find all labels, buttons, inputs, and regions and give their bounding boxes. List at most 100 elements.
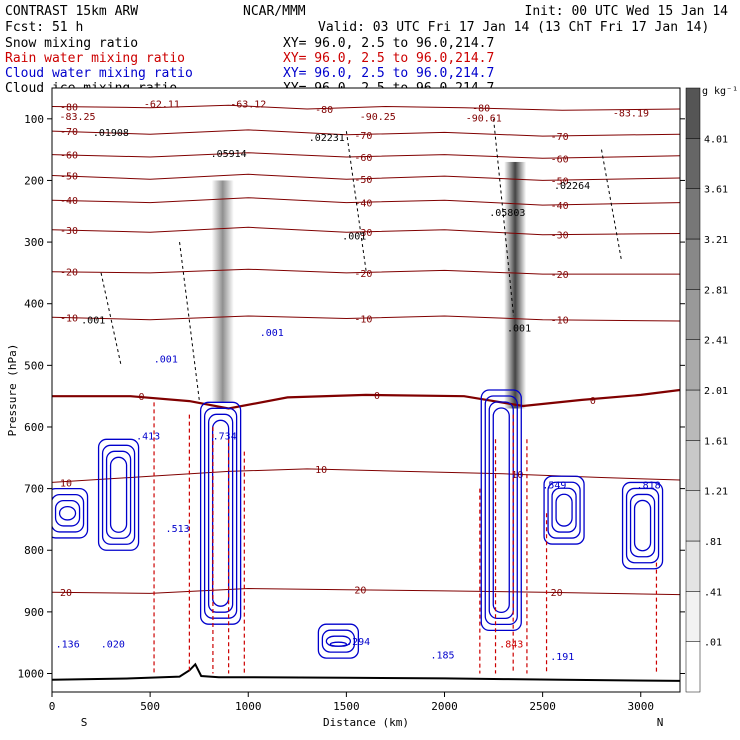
colorbar-level: 2.81 xyxy=(704,285,728,296)
colorbar-swatch xyxy=(685,188,701,240)
colorbar-level: 2.41 xyxy=(704,336,728,347)
y-tick-label: 200 xyxy=(24,174,44,187)
contour-value-label: -20 xyxy=(60,268,78,279)
y-tick-label: 800 xyxy=(24,544,44,557)
cloud-water-contour xyxy=(203,407,238,619)
cloud-water-contour xyxy=(551,487,577,533)
contour-value-label: 0 xyxy=(374,391,380,402)
valid-time: Valid: 03 UTC Fri 17 Jan 14 (13 ChT Fri … xyxy=(318,20,709,35)
colorbar-level: 1.21 xyxy=(704,487,728,498)
temperature-contour xyxy=(52,152,680,159)
contour-value-label: -70 xyxy=(354,131,372,142)
cloud-water-contour xyxy=(321,629,356,653)
contour-annotation: .136 xyxy=(56,640,80,651)
init-time: Init: 00 UTC Wed 15 Jan 14 xyxy=(525,4,729,19)
colorbar-swatch xyxy=(685,440,701,491)
contour-value-label: -10 xyxy=(60,313,78,324)
figure-header: CONTRAST 15km ARW NCAR/MMM Init: 00 UTC … xyxy=(5,4,728,35)
cloud-water-contour xyxy=(52,493,85,533)
contour-annotation: .001 xyxy=(507,323,531,334)
cloud-water-contour xyxy=(480,389,522,632)
temperature-contour xyxy=(52,104,680,111)
cloud-water-contour xyxy=(625,487,660,564)
colorbar-swatch xyxy=(685,289,701,340)
contour-value-label: 0 xyxy=(139,392,145,403)
temperature-contour xyxy=(52,388,680,410)
south-label: S xyxy=(81,716,88,729)
cloud-water-contour xyxy=(488,401,514,620)
contour-annotation: -62.11 xyxy=(144,100,180,111)
contour-value-label: 10 xyxy=(60,478,72,489)
colorbar-level: 4.01 xyxy=(704,134,728,145)
y-tick-label: 600 xyxy=(24,421,44,434)
legend-entry: Cloud water mixing ratio xyxy=(5,66,193,81)
snow-column xyxy=(211,180,234,403)
contour-value-label: 20 xyxy=(60,588,72,599)
y-tick-label: 400 xyxy=(24,298,44,311)
cloud-water-contour xyxy=(555,493,573,527)
colorbar-swatch xyxy=(685,87,701,139)
contour-annotation: .05914 xyxy=(211,149,247,160)
contour-value-label: 20 xyxy=(354,586,366,597)
contour-annotation: .02264 xyxy=(554,181,590,192)
contour-annotation: .001 xyxy=(342,232,366,243)
contour-value-label: -20 xyxy=(354,269,372,280)
cloud-water-contour xyxy=(633,499,652,552)
colorbar-level: 2.01 xyxy=(704,386,728,397)
colorbar-level: .01 xyxy=(704,638,722,649)
temperature-contour xyxy=(52,173,680,181)
contour-annotation: .413 xyxy=(136,431,160,442)
legend-xy: XY= 96.0, 2.5 to 96.0,214.7 xyxy=(283,36,494,51)
contour-annotation: .191 xyxy=(550,652,574,663)
cloud-water-contour xyxy=(492,407,510,614)
contour-value-label: -30 xyxy=(354,228,372,239)
y-tick-label: 1000 xyxy=(18,668,45,681)
contour-annotation: .818 xyxy=(637,481,661,492)
cloud-ice-contour xyxy=(100,272,122,366)
cloud-water-contour xyxy=(109,456,128,533)
cloud-water-contour xyxy=(97,438,140,551)
contour-value-label: 10 xyxy=(315,465,327,476)
y-tick-label: 700 xyxy=(24,483,44,496)
terrain-line xyxy=(52,662,680,682)
x-tick-label: 1000 xyxy=(235,700,262,713)
contour-annotation: .02231 xyxy=(309,133,345,144)
x-tick-label: 3000 xyxy=(628,700,655,713)
contour-annotation: .05803 xyxy=(489,208,525,219)
plot-frame xyxy=(51,87,681,693)
temperature-contour xyxy=(52,129,680,137)
contour-annotation: -90.61 xyxy=(466,113,502,124)
x-tick-label: 500 xyxy=(140,700,160,713)
colorbar-swatch xyxy=(685,641,701,693)
legend: Snow mixing ratio XY= 96.0, 2.5 to 96.0,2… xyxy=(5,36,494,96)
contour-value-label: -70 xyxy=(60,127,78,138)
legend-entry: Snow mixing ratio xyxy=(5,36,138,51)
x-tick-label: 1500 xyxy=(333,700,360,713)
contour-value-label: -50 xyxy=(354,175,372,186)
model-title: CONTRAST 15km ARW xyxy=(5,4,138,19)
y-axis-title: Pressure (hPa) xyxy=(6,344,19,437)
x-tick-label: 2500 xyxy=(529,700,556,713)
contour-value-label: -70 xyxy=(551,132,569,143)
snow-shading xyxy=(211,161,527,409)
colorbar-level: 1.61 xyxy=(704,436,728,447)
contour-value-label: 20 xyxy=(551,588,563,599)
legend-xy: XY= 96.0, 2.5 to 96.0,214.7 xyxy=(283,66,494,81)
colorbar-level: 3.21 xyxy=(704,235,728,246)
hydrometeor-contours xyxy=(52,118,680,682)
contour-value-label: 0 xyxy=(590,396,596,407)
contour-value-label: -80 xyxy=(315,105,333,116)
cloud-water-contour xyxy=(52,487,89,539)
legend-entry: Rain water mixing ratio xyxy=(5,51,185,66)
contour-annotation: -63.12 xyxy=(230,100,266,111)
contour-value-label: -20 xyxy=(551,270,569,281)
institution-label: NCAR/MMM xyxy=(243,4,306,19)
contour-annotation: .734 xyxy=(213,431,237,442)
contour-annotation: .020 xyxy=(101,640,125,651)
contour-value-label: -50 xyxy=(551,176,569,187)
contour-annotation: .549 xyxy=(542,481,566,492)
snow-column xyxy=(504,161,527,409)
contour-annotation: .185 xyxy=(430,651,454,662)
contour-value-label: -40 xyxy=(551,201,569,212)
cloud-water-contour xyxy=(105,450,132,539)
